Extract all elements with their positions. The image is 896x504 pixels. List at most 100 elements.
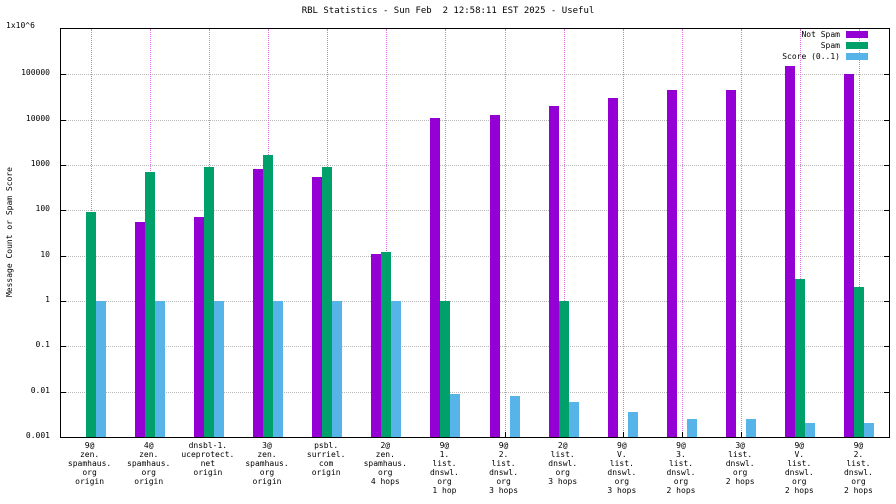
gridline-vertical — [622, 29, 624, 437]
x-tick-label-line: origin — [134, 477, 164, 486]
bar-spam-2 — [203, 167, 214, 437]
x-tick-label-line: org — [614, 477, 630, 486]
x-tick-label: 3@ zen. spamhaus. org origin — [232, 441, 302, 486]
axis-tick — [884, 255, 889, 257]
x-tick-label-line: 3. — [676, 450, 686, 459]
axis-tick — [61, 165, 66, 166]
gridline-horizontal — [61, 346, 889, 348]
bar-spam-5 — [381, 252, 392, 437]
x-tick-label-line: 2@ — [557, 441, 568, 450]
x-tick-label-line: org — [851, 477, 866, 486]
legend-item-score: Score (0..1) — [782, 52, 868, 61]
x-tick-label-line: origin — [252, 477, 282, 486]
legend-label-spam: Spam — [820, 41, 840, 50]
axis-tick — [504, 432, 506, 437]
gridline-vertical — [563, 29, 565, 437]
x-tick-label-line: 2. — [853, 450, 864, 459]
x-tick-label-line: org — [259, 468, 275, 477]
gridline-vertical — [682, 29, 683, 437]
axis-tick — [61, 119, 66, 121]
axis-tick — [884, 210, 889, 212]
x-tick-label-line: dnswl. — [843, 468, 873, 477]
bar-not-spam-2 — [193, 217, 204, 437]
x-tick-label: 9@ 1. list. dnswl. org 1 hop — [409, 441, 479, 495]
x-tick-label: 3@ list. dnswl. org 2 hops — [705, 441, 775, 486]
x-tick-label-line: list. — [491, 459, 516, 468]
bar-spam-13 — [854, 287, 865, 437]
x-tick-label-line: 3 hops — [489, 486, 519, 495]
x-tick-label-line: V. — [794, 450, 805, 459]
x-tick-label-line: dnswl. — [489, 468, 519, 477]
x-tick-label-line: 9@ — [498, 441, 509, 450]
x-tick-label-line: 3 hops — [548, 477, 578, 486]
bar-spam-8 — [558, 301, 569, 437]
x-tick-label-line: org — [555, 468, 570, 477]
x-tick-label: 9@ V. list. dnswl. org 2 hops — [764, 441, 834, 495]
legend-item-not-spam: Not Spam — [782, 30, 868, 39]
x-tick-label-line: org — [378, 468, 393, 477]
x-tick-label-line: 2 hops — [784, 486, 814, 495]
bar-not-spam-8 — [548, 106, 559, 437]
x-tick-label-line: zen. — [79, 450, 100, 459]
x-tick-label-line: list. — [846, 459, 871, 468]
axis-tick — [741, 432, 743, 437]
axis-tick — [61, 301, 66, 302]
plot-area — [60, 28, 890, 438]
y-tick-label: 0.01 — [30, 385, 50, 395]
bar-score-0-1-11 — [746, 418, 757, 437]
x-tick-label-line: dnswl. — [784, 468, 814, 477]
bar-not-spam-11 — [726, 90, 737, 437]
chart-title: RBL Statistics - Sun Feb 2 12:58:11 EST … — [301, 6, 595, 16]
x-tick-label-line: org — [673, 477, 689, 486]
x-tick-label: dnsbl-1. uceprotect. net origin — [173, 441, 243, 477]
bar-score-0-1-4 — [332, 301, 343, 437]
x-tick-label-line: dnswl. — [725, 459, 755, 468]
axis-tick — [884, 165, 889, 166]
y-tick-label: 1 — [45, 295, 50, 304]
axis-tick — [61, 437, 66, 438]
x-tick-label-line: org — [437, 477, 452, 486]
y-tick-label: 100 — [35, 204, 50, 214]
x-tick-label-line: spamhaus. — [67, 459, 112, 468]
x-tick-label-line: list. — [728, 450, 753, 459]
x-tick-label-line: org — [141, 468, 156, 477]
bar-not-spam-5 — [371, 253, 382, 437]
bar-score-0-1-7 — [509, 396, 520, 437]
gridline-horizontal — [61, 391, 889, 393]
bar-score-0-1-5 — [391, 301, 402, 437]
x-tick-label: 4@ zen. spamhaus. org origin — [114, 441, 184, 486]
bar-not-spam-13 — [844, 74, 855, 437]
bar-not-spam-6 — [430, 117, 441, 437]
axis-tick — [61, 391, 66, 393]
x-tick-label-line: 9@ — [853, 441, 864, 450]
gridline-vertical — [859, 29, 861, 437]
x-tick-label-line: 3@ — [735, 441, 745, 450]
legend: Not Spam Spam Score (0..1) — [782, 30, 868, 61]
bar-score-0-1-3 — [273, 301, 283, 437]
y-axis-top-tick-label: 1x10^6 — [6, 21, 35, 30]
gridline-horizontal — [61, 210, 889, 212]
bar-not-spam-3 — [253, 169, 263, 437]
axis-tick — [61, 255, 66, 257]
axis-tick — [884, 119, 889, 121]
bar-score-0-1-10 — [687, 418, 697, 437]
x-tick-label-line: 2 hops — [666, 486, 696, 495]
axis-tick — [884, 391, 889, 393]
x-tick-label-line: spamhaus. — [245, 459, 289, 468]
y-tick-label: 0.001 — [25, 431, 50, 440]
bar-score-0-1-6 — [450, 393, 461, 437]
axis-tick — [884, 301, 889, 302]
x-tick-label-line: com — [318, 459, 334, 468]
x-tick-label-line: 3@ — [262, 441, 272, 450]
x-tick-label-line: list. — [550, 450, 575, 459]
y-tick-label: 100000 — [21, 68, 50, 78]
bar-spam-6 — [440, 301, 451, 437]
x-tick-label-line: dnswl. — [607, 468, 637, 477]
legend-swatch-not-spam — [846, 31, 868, 38]
x-tick-label-line: 2 hops — [725, 477, 755, 486]
x-tick-label-line: origin — [311, 468, 341, 477]
x-tick-label: 9@ 2. list. dnswl. org 3 hops — [469, 441, 539, 495]
y-tick-label: 10000 — [25, 113, 50, 123]
gridline-horizontal — [61, 301, 889, 302]
x-tick-label-line: uceprotect. — [181, 450, 235, 459]
